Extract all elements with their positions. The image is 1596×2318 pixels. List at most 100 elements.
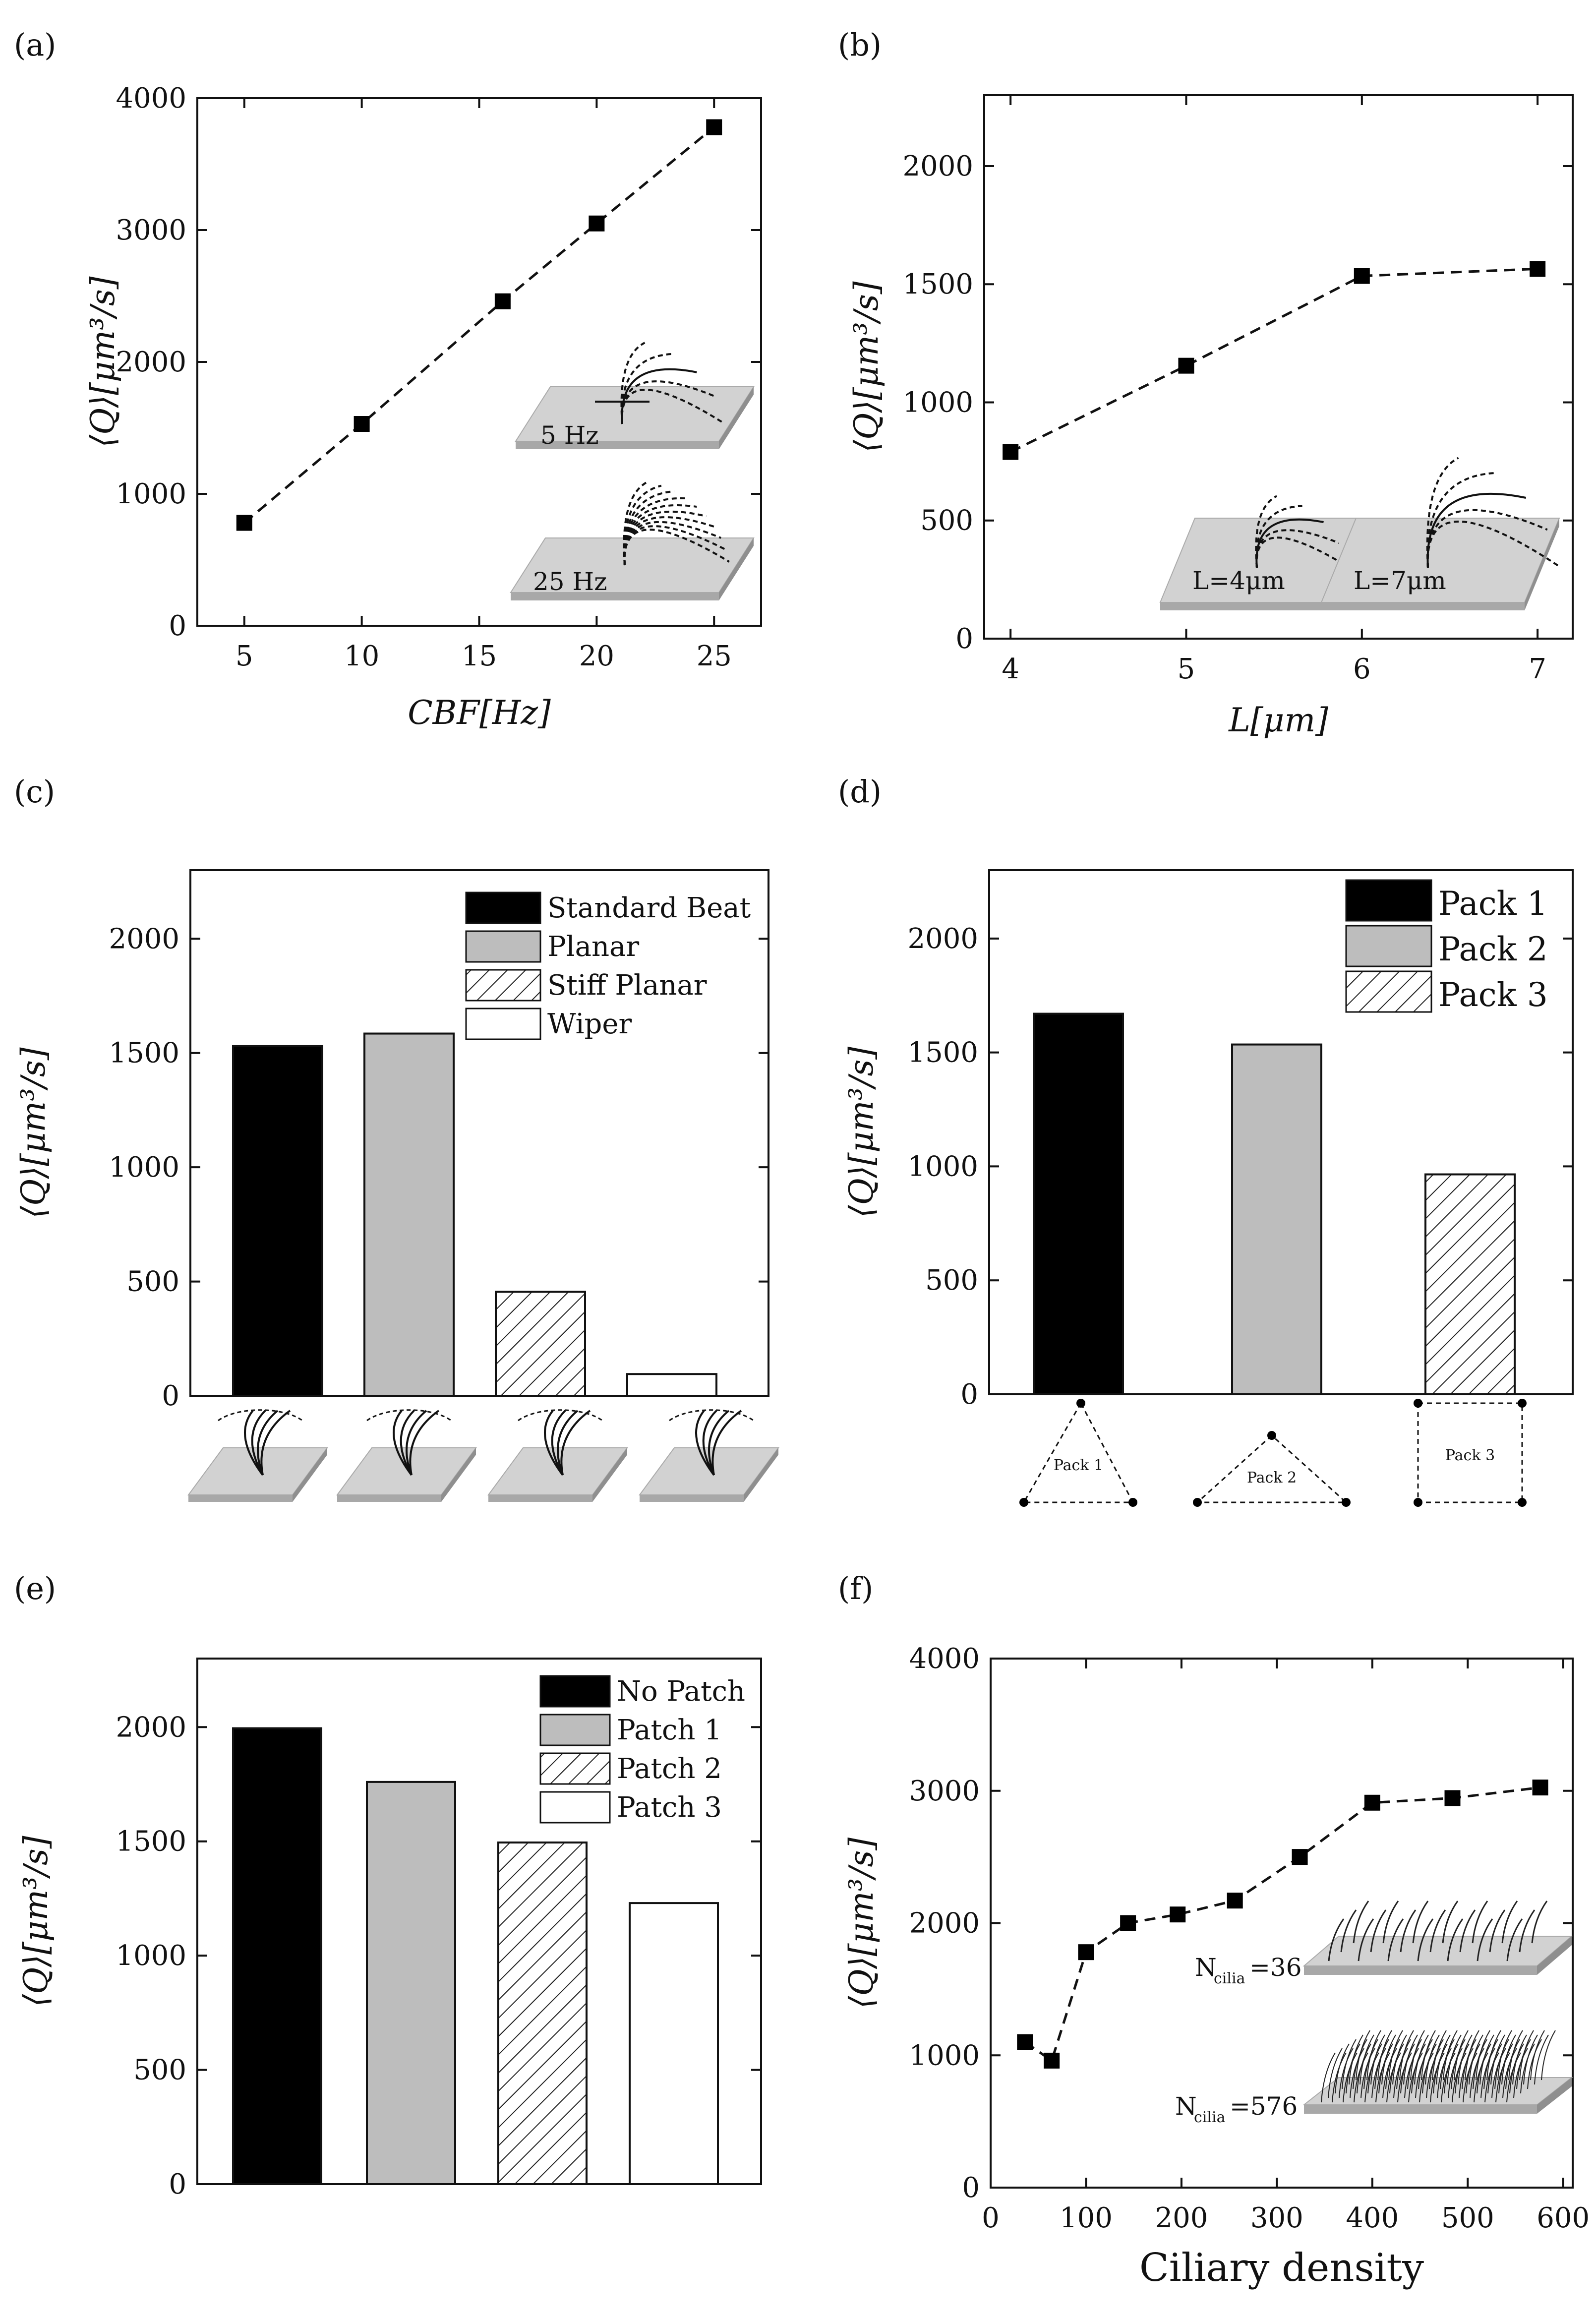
cilium-l4 [1255,518,1324,568]
cilium-sparse [1501,1901,1518,1944]
cilium-dense [1353,2039,1367,2089]
cilium-dense [1447,2034,1462,2085]
cilium-dense [1495,2052,1510,2103]
cilium-dense [1388,2030,1403,2080]
cilium-dense [1343,2052,1358,2103]
x-tick-label: 400 [1346,2202,1399,2234]
cilium-dense [1396,2039,1411,2089]
cilium-dense [1421,2030,1436,2080]
inset-n-36-val: =36 [1249,1953,1302,1982]
series-line [1024,1786,1540,2063]
cilium-dense [1469,2034,1483,2085]
cilium-dense [1393,2048,1408,2098]
y-tick-label: 4000 [909,1643,980,1675]
bar-wiper [626,1373,717,1397]
y-tick-label: 1500 [902,268,973,300]
inset-n-36: N [1195,1953,1217,1982]
pack-node [1518,1399,1527,1408]
cilium-dense [1399,2030,1414,2080]
plate-edge [1160,602,1344,610]
data-point [589,215,605,232]
plate-side [441,1448,476,1502]
cilium-dense [1477,2043,1491,2094]
cilium-dense [1519,2030,1534,2080]
cilium-dense [1444,2043,1459,2094]
beat-stroke [393,1410,413,1476]
cilium-dense [1441,2052,1456,2103]
cilium-dense [1494,2039,1509,2089]
cilium-sparse [1477,1918,1493,1961]
y-tick-label: 1000 [909,2039,980,2072]
plate-side [1525,518,1559,610]
bar-patch-2 [497,1842,588,2185]
cilium-dense [1389,2043,1404,2094]
cilium-dense [1415,2048,1430,2098]
pack-node [1128,1498,1137,1507]
data-point [494,293,511,309]
cilium-dense [1339,2048,1354,2098]
cilium-dense [1425,2034,1440,2085]
cilium-5hz [621,353,673,424]
cilium-dense [1374,2039,1389,2089]
bar-patch-3 [629,1902,719,2185]
cilium-dense [1433,2043,1448,2094]
x-tick-label: 5 [236,640,253,672]
cilium-dense [1342,2039,1357,2089]
cilium-sparse [1353,1901,1369,1944]
cilium-dense [1357,2043,1371,2094]
y-tick-label: 500 [133,2054,186,2086]
cilium-dense [1505,2039,1520,2089]
cilium-l4 [1255,505,1302,568]
cilium-dense [1463,2052,1478,2103]
cilium-dense [1403,2034,1418,2085]
cilium-dense [1411,2043,1426,2094]
cilium-dense [1346,2043,1360,2094]
plate-side [293,1448,327,1502]
legend-swatch [539,1714,611,1746]
x-tick-label: 300 [1250,2202,1303,2234]
pack-1-shape [1022,1401,1134,1503]
cilium-dense [1452,2052,1467,2103]
cilium-dense [1448,2048,1463,2098]
cilium-dense [1520,2043,1535,2094]
y-tick-label: 3000 [909,1775,980,1807]
beat-stroke [409,1410,440,1476]
cilium-dense [1366,2030,1381,2080]
y-axis-label: ⟨Q⟩[μm³/s] [847,281,886,452]
cilium-sparse [1382,1901,1399,1944]
cilium-dense [1486,2030,1501,2080]
cilium-sparse [1358,1918,1374,1961]
legend-entry: Stiff Planar [547,969,707,1002]
plate-side [592,1448,627,1502]
cilium-dense [1501,2034,1516,2085]
cilium-dense [1392,2034,1407,2085]
plate-edge [511,593,719,600]
cilium-dense [1385,2039,1400,2089]
cilium-dense [1418,2039,1433,2089]
x-tick-label: 10 [344,640,379,672]
beat-stroke [557,1410,579,1476]
pack-node [1193,1498,1202,1507]
cilium-dense [1498,2043,1513,2094]
panel-label-a: (a) [14,27,56,63]
cilium-25hz [623,516,715,566]
chart-panel-c: 0 500 1000 1500 2000 ⟨Q⟩[μm³/s] Standard Beat P… [14,869,779,1502]
cilium-sparse [1340,1909,1357,1953]
x-tick-label: 25 [697,640,732,672]
data-point [1078,1944,1094,1961]
plate-edge [1304,1966,1537,1975]
inset-label-l7: L=7μm [1354,566,1446,595]
cilium-dense [1335,2043,1350,2094]
cilium-sparse [1506,1918,1523,1961]
cilium-dense [1371,2048,1386,2098]
cilium-dense [1443,2030,1458,2080]
beat-stroke [551,1410,566,1476]
plate-36 [1302,1936,1573,1966]
y-axis-label: ⟨Q⟩[μm³/s] [84,276,122,447]
x-tick-label: 200 [1155,2202,1208,2234]
inset-n-576-sub: cilia [1194,2109,1226,2126]
cilium-dense [1321,2052,1336,2103]
plate-edge [188,1495,293,1502]
data-point [1017,2034,1033,2050]
